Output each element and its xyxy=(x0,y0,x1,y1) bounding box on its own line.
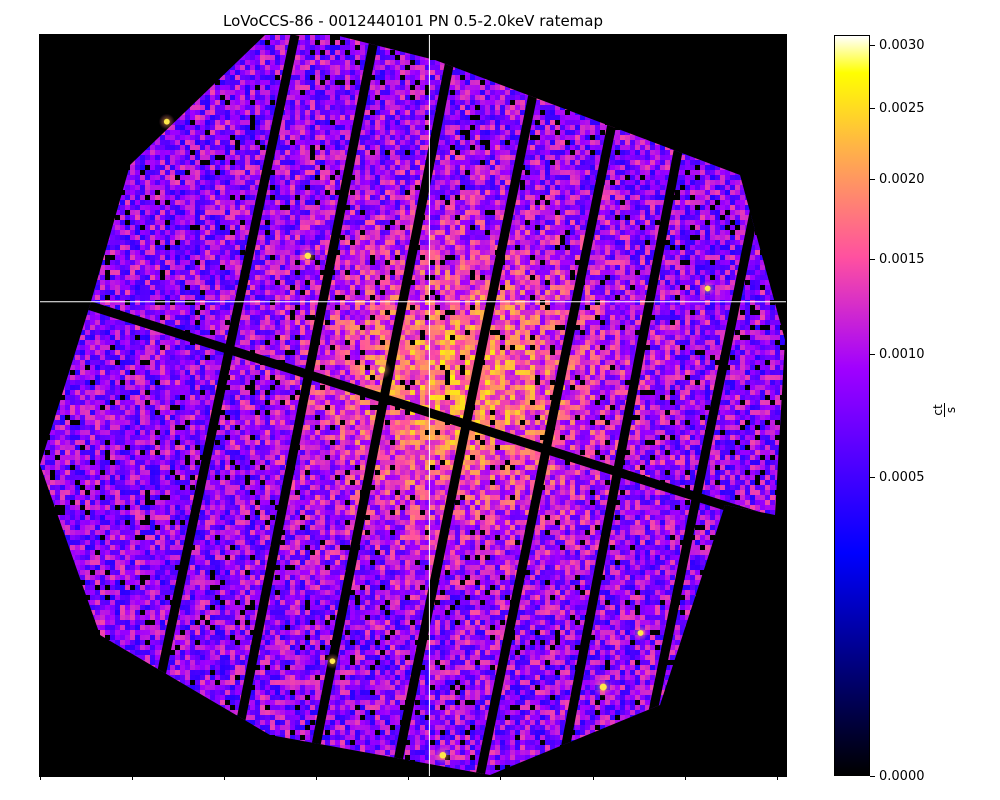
ccd-chip-gap xyxy=(475,35,635,775)
colorbar-tick-mark xyxy=(870,354,875,355)
colorbar-tick-label: 0.0025 xyxy=(879,102,925,115)
colorbar-tick-label: 0.0020 xyxy=(879,173,925,186)
x-axis-tick xyxy=(224,776,225,780)
ccd-chip-gap xyxy=(40,285,785,530)
colorbar-tick-label: 0.0010 xyxy=(879,348,925,361)
colorbar-tick-label: 0.0005 xyxy=(879,471,925,484)
point-source-core xyxy=(599,683,607,691)
ratemap-image-panel[interactable] xyxy=(39,34,787,777)
x-axis-tick xyxy=(316,776,317,780)
colorbar-tick-mark xyxy=(870,477,875,478)
x-axis-tick xyxy=(132,776,133,780)
point-source-core xyxy=(704,285,711,292)
x-axis-tick xyxy=(40,776,41,780)
point-source-core xyxy=(304,252,312,260)
point-source-core xyxy=(378,366,386,374)
colorbar-tick-mark xyxy=(870,108,875,109)
detector-field-of-view xyxy=(40,35,785,775)
point-source-core xyxy=(163,118,170,125)
colorbar-unit-label: ct s xyxy=(924,390,964,430)
point-source-core xyxy=(439,751,447,759)
x-axis-tick xyxy=(500,776,501,780)
unit-denominator: s xyxy=(944,407,958,413)
unit-numerator: ct xyxy=(931,403,945,417)
x-axis-tick xyxy=(408,776,409,780)
ccd-chip-gap xyxy=(305,35,460,775)
x-axis-tick xyxy=(685,776,686,780)
ccd-chip-gap xyxy=(225,35,380,775)
colorbar xyxy=(834,35,870,776)
x-axis-tick xyxy=(593,776,594,780)
colorbar-tick-label: 0.0030 xyxy=(879,39,925,52)
point-sources xyxy=(158,113,716,765)
ccd-chip-gap xyxy=(555,35,705,775)
colorbar-tick-mark xyxy=(870,259,875,260)
point-source-core xyxy=(637,630,644,636)
colorbar-tick-mark xyxy=(870,179,875,180)
ccd-chip-gap xyxy=(390,35,550,775)
ratemap-svg xyxy=(40,35,786,776)
colorbar-tick-mark xyxy=(870,776,875,777)
ccd-chip-gap xyxy=(135,35,300,775)
colorbar-tick-label: 0.0000 xyxy=(879,770,925,783)
point-source-core xyxy=(329,658,336,664)
colorbar-tick-label: 0.0015 xyxy=(879,253,925,266)
chart-title: LoVoCCS-86 - 0012440101 PN 0.5-2.0keV ra… xyxy=(40,12,786,30)
colorbar-tick-mark xyxy=(870,45,875,46)
x-axis-tick xyxy=(777,776,778,780)
